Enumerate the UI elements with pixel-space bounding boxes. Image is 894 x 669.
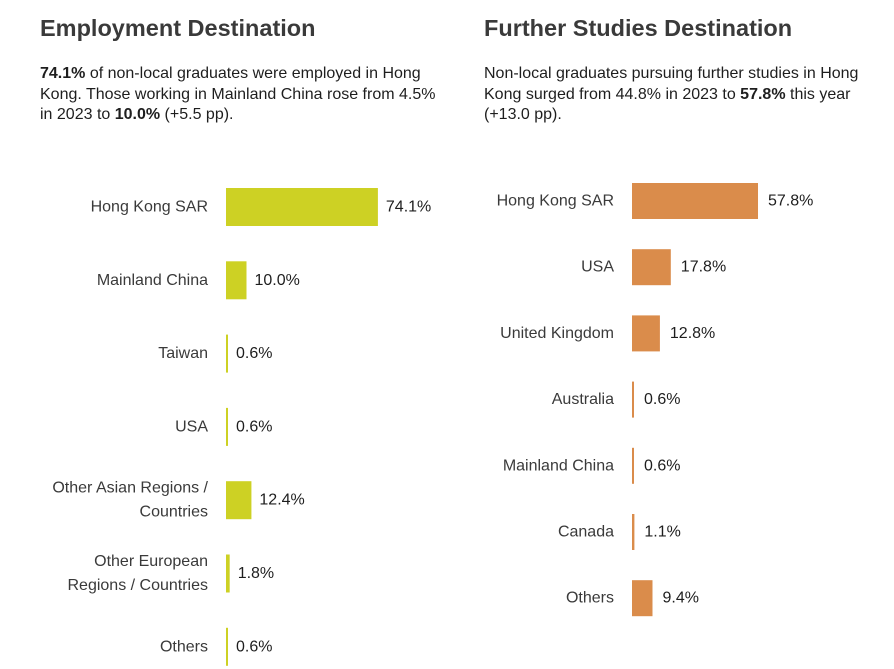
employment-desc-pct: 74.1% [40,65,86,82]
employment-category-label-4-line-0: Other Asian Regions / [52,480,208,497]
employment-category-label-6: Others [160,638,208,655]
further-studies-panel: Further Studies Destination Non-local gr… [460,0,894,669]
employment-category-label-0: Hong Kong SAR [91,199,208,216]
employment-value-label-2: 0.6% [236,345,272,362]
employment-category-label-1: Mainland China [97,272,208,289]
employment-panel: Employment Destination 74.1% of non-loca… [40,15,450,666]
further-studies-bar-2 [632,315,660,352]
further-studies-title: Further Studies Destination [484,15,793,41]
further-studies-value-label-4: 0.6% [644,457,680,474]
further-studies-desc-pct: 57.8% [740,85,786,103]
employment-category-label-2: Taiwan [158,345,208,362]
further-studies-bar-6 [632,580,653,617]
further-studies-value-label-2: 12.8% [670,325,715,342]
employment-bar-3 [226,407,228,446]
further-studies-desc-text1: Non-local graduates pursuing further stu… [484,65,859,103]
employment-value-label-4: 12.4% [259,492,304,509]
further-studies-desc-text2: this year (+13.0 pp). [484,85,851,124]
employment-bar-6 [226,627,228,666]
employment-bar-0 [226,188,378,226]
further-studies-category-label-1: USA [581,259,614,276]
further-studies-category-label-6: Others [566,590,614,607]
employment-bar-5 [226,554,230,593]
further-studies-value-label-1: 17.8% [681,259,726,276]
further-studies-bar-4 [632,447,634,484]
employment-desc-text1: of non-local graduates were employed in … [40,65,436,123]
employment-category-label-5-line-1: Regions / Countries [67,577,208,594]
employment-description: 74.1% of non-local graduates were employ… [40,64,450,126]
employment-value-label-6: 0.6% [236,638,272,655]
employment-value-label-5: 1.8% [238,565,274,582]
employment-bar-chart: Hong Kong SAR 74.1% Mainland China 10.0% Tai… [52,188,431,666]
further-studies-category-label-4: Mainland China [503,457,614,474]
further-studies-value-label-5: 1.1% [644,524,680,541]
employment-bar-4 [226,481,252,520]
employment-value-label-1: 10.0% [255,272,300,289]
employment-title: Employment Destination [40,15,316,41]
employment-category-label-3: USA [175,418,208,435]
further-studies-value-label-6: 9.4% [662,590,698,607]
further-studies-category-label-3: Australia [552,391,614,408]
further-studies-category-label-2: United Kingdom [500,325,614,342]
further-studies-value-label-0: 57.8% [768,193,813,210]
employment-desc-text2: (+5.5 pp). [160,106,234,123]
employment-category-label-5-line-0: Other European [94,553,208,570]
further-studies-category-label-0: Hong Kong SAR [497,193,614,210]
employment-value-label-3: 0.6% [236,418,272,435]
employment-desc-pct2: 10.0% [114,106,161,123]
employment-bar-2 [226,334,228,373]
employment-bar-1 [226,261,247,300]
further-studies-bar-1 [632,249,671,286]
further-studies-bar-0 [632,183,759,219]
further-studies-category-label-5: Canada [558,524,614,541]
employment-category-label-4-line-1: Countries [140,504,208,521]
further-studies-bar-3 [632,381,634,418]
employment-value-label-0: 74.1% [386,199,431,216]
further-studies-bar-chart: Hong Kong SAR 57.8% USA 17.8% United Kingdom… [497,183,813,617]
further-studies-bar-5 [632,514,635,550]
further-studies-description: Non-local graduates pursuing further stu… [484,64,884,126]
further-studies-value-label-3: 0.6% [644,391,680,408]
